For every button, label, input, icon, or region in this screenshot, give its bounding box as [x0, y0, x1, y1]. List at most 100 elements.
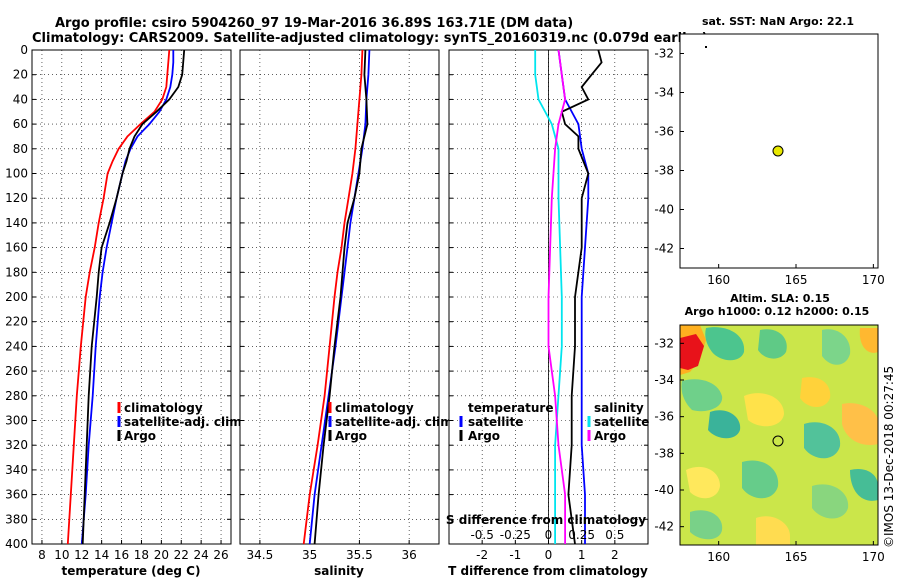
sla-green-patch-7: [690, 510, 723, 540]
salinity-legend: climatology satellite-adj. clim. Argo: [328, 401, 457, 443]
legend-t-argo: Argo: [468, 429, 500, 443]
sla-heatmap: [680, 325, 878, 545]
salinity-grid: [240, 49, 439, 545]
x-tick-label: 16: [114, 548, 129, 562]
legend-s-argo: Argo: [594, 429, 626, 443]
depth-tick-label: 400: [5, 537, 28, 551]
t-difference-x-label: T difference from climatology: [448, 564, 648, 578]
depth-tick-label: 60: [13, 117, 28, 131]
lon-tick-label: 170: [862, 273, 885, 287]
s-tick-label: 0.5: [605, 528, 624, 542]
sla-green-patch-3: [758, 329, 787, 359]
sst-lon-ticks: 160 165 170: [707, 264, 885, 287]
x-tick-label: 0: [545, 548, 553, 562]
legend-t-satellite: satellite: [468, 415, 523, 429]
depth-tick-label: 40: [13, 92, 28, 106]
s-tick-label: -0.5: [470, 528, 493, 542]
depth-tick-label: 160: [5, 241, 28, 255]
sst-map-panel: sat. SST: NaN Argo: 22.1 -32 -34 -36 -38 -40…: [654, 15, 884, 287]
x-tick-label: 2: [611, 548, 619, 562]
x-tick-label: 24: [194, 548, 209, 562]
depth-axis-ticks: 0 20 40 60 80 100 120 140 160 180 200 220 240 260 280 3…: [5, 43, 28, 551]
lat-tick-label: -42: [654, 242, 674, 256]
salinity-panel: 34.5 35 35.5 36 salinity climatology satell…: [239, 49, 457, 578]
salinity-plot-frame: [239, 49, 440, 545]
sla-green-patch-4: [822, 329, 851, 365]
lat-tick-label: -38: [654, 446, 674, 460]
t-difference-x-ticks: -2 -1 0 1 2: [476, 548, 618, 562]
temperature-plot-frame: [31, 49, 232, 545]
sla-yellow-patch-4: [756, 516, 790, 545]
legend-salinity-title: salinity: [594, 401, 644, 415]
argo-location-marker: [772, 435, 784, 447]
sla-yellow-patch-1: [744, 393, 784, 427]
depth-tick-label: 200: [5, 290, 28, 304]
series-line-t-argo: [560, 49, 603, 545]
depth-tick-label: 0: [20, 43, 28, 57]
sla-green-patch-1: [681, 379, 723, 412]
difference-legend: temperature satellite Argo salinity sate…: [459, 401, 649, 443]
sla-map-panel: Altim. SLA: 0.15 Argo h1000: 0.12 h2000:…: [654, 292, 884, 564]
lon-tick-label: 165: [785, 550, 808, 564]
depth-tick-label: 240: [5, 339, 28, 353]
title-line-1: Argo profile: csiro 5904260_97 19-Mar-20…: [55, 16, 573, 31]
s-tick-label: 0: [545, 528, 553, 542]
sla-yellow-patch-3: [686, 466, 720, 499]
x-tick-label: 35: [302, 548, 317, 562]
series-line-climatology: [302, 49, 364, 545]
temperature-x-label: temperature (deg C): [62, 564, 201, 578]
s-difference-ticks: -0.5 -0.25 0 0.25 0.5: [470, 528, 624, 542]
legend-satellite-adj: satellite-adj. clim.: [335, 415, 457, 429]
sla-green-patch-6: [812, 484, 849, 519]
lon-tick-label: 160: [707, 550, 730, 564]
depth-tick-label: 140: [5, 216, 28, 230]
depth-tick-label: 120: [5, 191, 28, 205]
depth-tick-label: 100: [5, 167, 28, 181]
legend-argo: Argo: [124, 429, 156, 443]
legend-s-satellite: satellite: [594, 415, 649, 429]
sla-lat-ticks: -32 -34 -36 -38 -40 -42: [654, 336, 684, 534]
sla-teal-patch-3: [850, 468, 878, 501]
x-tick-label: 26: [213, 548, 228, 562]
temperature-grid: [32, 49, 231, 545]
difference-panel: -2 -1 0 1 2 -0.5 -0.25 0 0.25 0.5 S difference f…: [446, 49, 649, 578]
series-line-s-argo: [547, 49, 567, 544]
lat-tick-label: -32: [654, 336, 674, 350]
depth-tick-label: 260: [5, 364, 28, 378]
x-tick-label: 18: [134, 548, 149, 562]
difference-lines: [534, 49, 603, 545]
sla-lon-ticks: 160 165 170: [707, 541, 885, 564]
argo-location-marker: [772, 145, 784, 157]
series-line-argo: [313, 49, 369, 545]
x-tick-label: 36: [402, 548, 417, 562]
temperature-lines: [66, 49, 186, 545]
sla-map-title-2: Argo h1000: 0.12 h2000: 0.15: [685, 305, 870, 318]
title-line-2: Climatology: CARS2009. Satellite-adjuste…: [32, 31, 708, 46]
legend-temperature-title: temperature: [468, 401, 553, 415]
lat-tick-label: -42: [654, 520, 674, 534]
s-tick-label: -0.25: [500, 528, 531, 542]
imos-credit: ©IMOS 13-Dec-2018 00:27:45: [882, 366, 896, 548]
lat-tick-label: -36: [654, 410, 674, 424]
sla-orange-patch-2: [842, 403, 878, 446]
x-tick-label: 10: [54, 548, 69, 562]
sst-map-data-speck: [705, 46, 707, 48]
salinity-x-ticks: 34.5 35 35.5 36: [247, 548, 417, 562]
x-tick-label: 22: [174, 548, 189, 562]
legend-climatology: climatology: [124, 401, 203, 415]
lat-tick-label: -34: [654, 86, 674, 100]
depth-tick-label: 300: [5, 414, 28, 428]
depth-tick-label: 340: [5, 463, 28, 477]
sla-yellow-patch-2: [800, 377, 831, 407]
sst-map-title: sat. SST: NaN Argo: 22.1: [702, 15, 854, 28]
sla-red-anomaly: [680, 334, 704, 370]
x-tick-label: -1: [509, 548, 521, 562]
s-difference-label: S difference from climatology: [446, 513, 646, 527]
sla-green-patch-2: [705, 327, 745, 361]
lat-tick-label: -32: [654, 47, 674, 61]
s-tick-label: 0.25: [568, 528, 595, 542]
x-tick-label: 20: [154, 548, 169, 562]
salinity-lines: [302, 49, 371, 545]
depth-tick-label: 380: [5, 512, 28, 526]
